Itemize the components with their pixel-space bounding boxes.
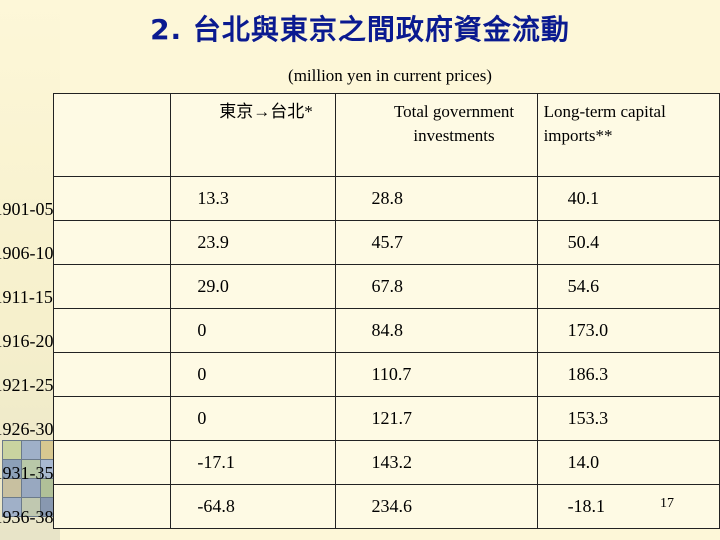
table-header-row: 東京→台北* Total government investments Long… <box>52 93 720 177</box>
cell-capital: 186.3 <box>536 352 720 397</box>
cell-period: 1916-20 <box>0 308 172 353</box>
cell-capital: 14.0 <box>536 440 720 485</box>
cell-gov: 84.8 <box>334 308 538 353</box>
table-row: 1926-30 0 121.7 153.3 <box>0 396 720 441</box>
cell-capital: -18.1 <box>536 484 720 529</box>
funds-flow-table: 東京→台北* Total government investments Long… <box>0 93 720 529</box>
cell-flow: 0 <box>170 352 336 397</box>
row-label: 1921-25 <box>0 374 54 395</box>
row-label: 1901-05 <box>0 198 54 219</box>
cell-capital: 50.4 <box>536 220 720 265</box>
header-tokyo-taipei-flow: 東京→台北* <box>170 93 336 177</box>
units-subtitle: (million yen in current prices) <box>288 66 492 85</box>
cell-flow: -17.1 <box>170 440 336 485</box>
cell-gov: 28.8 <box>334 176 538 221</box>
header-long-term-capital: Long-term capital imports** <box>536 93 720 177</box>
page-number: 17 <box>660 496 674 511</box>
row-label: 1911-15 <box>0 286 53 307</box>
header-total-gov-investments: Total government investments <box>334 93 538 177</box>
table-row: 1936-38 -64.8 234.6 -18.1 <box>0 484 720 529</box>
cell-flow: 0 <box>170 308 336 353</box>
cell-gov: 121.7 <box>334 396 538 441</box>
table-row: 1901-05 13.3 28.8 40.1 <box>0 176 720 221</box>
cell-flow: -64.8 <box>170 484 336 529</box>
cell-flow: 0 <box>170 396 336 441</box>
cell-gov: 234.6 <box>334 484 538 529</box>
header-period <box>52 93 172 177</box>
cell-capital: 173.0 <box>536 308 720 353</box>
cell-capital: 153.3 <box>536 396 720 441</box>
row-label: 1916-20 <box>0 330 54 351</box>
cell-flow: 29.0 <box>170 264 336 309</box>
cell-period: 1901-05 <box>0 176 172 221</box>
cell-flow: 23.9 <box>170 220 336 265</box>
cell-gov: 110.7 <box>334 352 538 397</box>
cell-gov: 45.7 <box>334 220 538 265</box>
cell-period: 1921-25 <box>0 352 172 397</box>
cell-period: 1911-15 <box>0 264 172 309</box>
table-row: 1931-35 -17.1 143.2 14.0 <box>0 440 720 485</box>
row-label: 1936-38 <box>0 506 54 527</box>
row-label: 1926-30 <box>0 418 54 439</box>
cell-flow: 13.3 <box>170 176 336 221</box>
cell-gov: 67.8 <box>334 264 538 309</box>
table-row: 1921-25 0 110.7 186.3 <box>0 352 720 397</box>
row-label: 1931-35 <box>0 462 54 483</box>
cell-capital: 40.1 <box>536 176 720 221</box>
cell-period: 1926-30 <box>0 396 172 441</box>
cell-period: 1931-35 <box>0 440 172 485</box>
cell-period: 1936-38 <box>0 484 172 529</box>
table-row: 1916-20 0 84.8 173.0 <box>0 308 720 353</box>
table-row: 1911-15 29.0 67.8 54.6 <box>0 264 720 309</box>
cell-gov: 143.2 <box>334 440 538 485</box>
cell-capital: 54.6 <box>536 264 720 309</box>
page-title: 2. 台北與東京之間政府資金流動 <box>150 13 570 46</box>
